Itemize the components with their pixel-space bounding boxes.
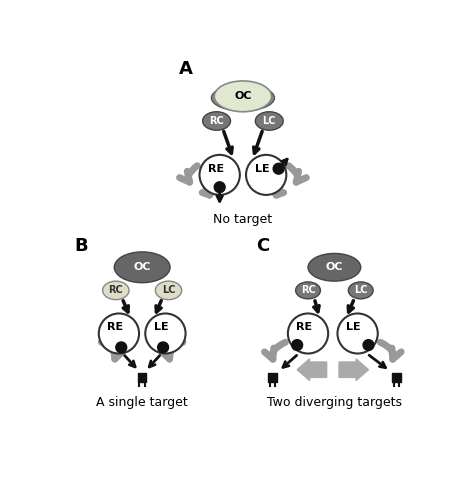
Bar [138,373,146,382]
Text: RC: RC [301,285,315,295]
Circle shape [214,182,225,193]
Circle shape [273,163,284,174]
Text: C: C [255,238,269,255]
Ellipse shape [255,112,283,130]
Ellipse shape [114,252,170,282]
Ellipse shape [200,155,240,195]
Text: No target: No target [213,213,273,226]
Ellipse shape [99,313,139,353]
Text: LE: LE [255,164,270,174]
Text: RE: RE [296,322,312,333]
Ellipse shape [246,155,286,195]
Ellipse shape [202,112,230,130]
Text: LC: LC [162,285,175,295]
Text: A single target: A single target [96,396,188,409]
Ellipse shape [211,85,274,111]
Bar [268,373,277,382]
Text: OC: OC [133,262,151,272]
Ellipse shape [145,313,186,353]
FancyArrow shape [339,359,368,380]
Text: LC: LC [354,285,367,295]
Text: B: B [74,238,88,255]
Ellipse shape [103,281,129,300]
Ellipse shape [308,254,361,281]
Text: RC: RC [109,285,123,295]
Text: Two diverging targets: Two diverging targets [267,396,402,409]
Text: LE: LE [154,322,169,333]
Ellipse shape [214,81,272,112]
Circle shape [116,342,127,353]
FancyArrow shape [297,359,327,380]
Text: OC: OC [326,262,343,272]
Text: OC: OC [234,92,252,101]
Ellipse shape [348,282,373,299]
Circle shape [363,340,374,350]
Ellipse shape [337,313,378,353]
Ellipse shape [288,313,328,353]
Ellipse shape [155,281,182,300]
Text: LC: LC [263,116,276,126]
Text: A: A [179,60,192,78]
Text: RE: RE [208,164,224,174]
Circle shape [158,342,169,353]
Text: LE: LE [346,322,361,333]
Circle shape [292,340,302,350]
Text: RE: RE [107,322,123,333]
Text: RC: RC [209,116,224,126]
Bar [392,373,401,382]
Ellipse shape [296,282,320,299]
